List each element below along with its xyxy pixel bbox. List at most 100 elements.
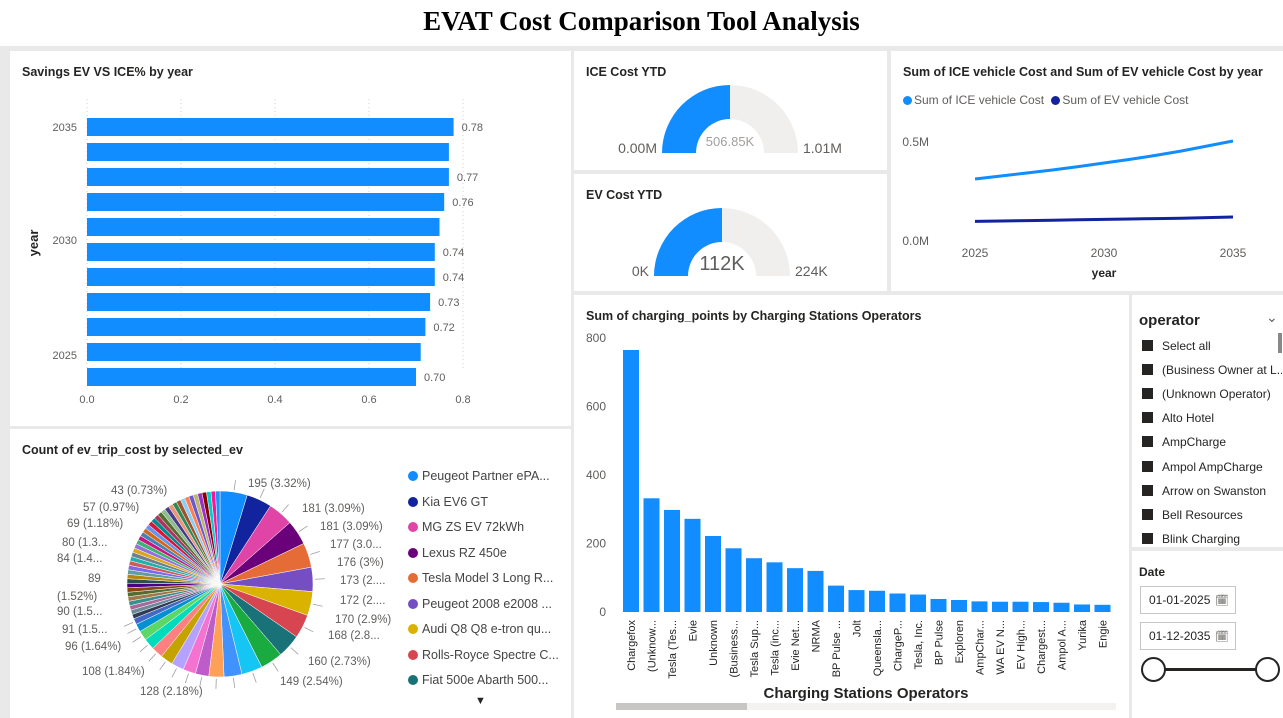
pie-legend-item[interactable]: Tesla Model 3 Long R...: [408, 571, 553, 585]
savings-bar-2028[interactable]: [87, 293, 431, 311]
checkbox-icon[interactable]: [1142, 532, 1153, 544]
savings-bar-2025[interactable]: [87, 368, 416, 386]
operators-bar[interactable]: [992, 601, 1008, 612]
line-series-ice[interactable]: [974, 139, 1234, 181]
pie-legend-item[interactable]: Audi Q8 Q8 e-tron qu...: [408, 622, 551, 636]
operator-slicer-item[interactable]: (Unknown Operator): [1142, 387, 1282, 401]
operator-slicer-item[interactable]: (Business Owner at L...: [1142, 363, 1282, 377]
operators-bar[interactable]: [828, 585, 844, 612]
savings-bar-2030[interactable]: [87, 243, 435, 261]
operator-slicer-item[interactable]: Blink Charging: [1142, 532, 1282, 546]
checkbox-icon[interactable]: [1142, 436, 1153, 448]
pie-data-label: 80 (1.3...: [62, 537, 107, 549]
operators-chart-card[interactable]: Sum of charging_points by Charging Stati…: [574, 295, 1129, 718]
operators-bar[interactable]: [664, 509, 680, 612]
line-chart-card[interactable]: Sum of ICE vehicle Cost and Sum of EV ve…: [891, 51, 1283, 291]
pie-legend-item[interactable]: MG ZS EV 72kWh: [408, 520, 524, 534]
scrollbar-thumb[interactable]: [616, 703, 747, 710]
pie-data-label: 69 (1.18%): [67, 518, 123, 530]
date-range-end-handle[interactable]: [1255, 657, 1280, 682]
savings-bar-2026[interactable]: [87, 343, 421, 361]
date-slicer-card[interactable]: Date 01-01-2025 🗓 01-12-2035 🗓: [1132, 551, 1283, 718]
operator-slicer-item[interactable]: AmpCharge: [1142, 435, 1282, 449]
operators-bar[interactable]: [848, 590, 865, 612]
savings-bar-2035[interactable]: [87, 118, 454, 136]
operators-bar[interactable]: [910, 594, 926, 612]
operators-bar[interactable]: [787, 568, 803, 612]
operators-bar[interactable]: [623, 349, 639, 612]
line-chart-legend: Sum of ICE vehicle Cost Sum of EV vehicl…: [903, 93, 1188, 107]
operators-bar[interactable]: [1053, 602, 1070, 612]
operators-bar[interactable]: [1033, 602, 1049, 612]
savings-bar-2032[interactable]: [87, 193, 445, 211]
operators-bar[interactable]: [766, 562, 783, 612]
savings-bar-2027[interactable]: [87, 318, 426, 336]
operators-bar[interactable]: [725, 548, 742, 612]
slicer-scrollbar[interactable]: [1278, 333, 1282, 353]
savings-bar-2031[interactable]: [87, 218, 440, 236]
checkbox-icon[interactable]: [1142, 508, 1153, 520]
savings-chart-card[interactable]: Savings EV VS ICE% by year year 2035 203…: [10, 51, 571, 426]
operators-bar[interactable]: [889, 593, 906, 612]
pie-data-label: 91 (1.5...: [62, 624, 107, 636]
ice-gauge-card[interactable]: ICE Cost YTD 506.85K 0.00M 1.01M: [574, 51, 887, 170]
pie-legend-item[interactable]: Lexus RZ 450e: [408, 546, 507, 560]
operators-bar[interactable]: [930, 598, 947, 612]
checkbox-icon[interactable]: [1142, 460, 1153, 472]
checkbox-icon[interactable]: [1142, 412, 1153, 424]
operators-bar[interactable]: [1094, 604, 1111, 612]
pie-legend-item[interactable]: Peugeot Partner ePA...: [408, 469, 550, 483]
operators-bar[interactable]: [1012, 601, 1029, 612]
legend-ice-cost[interactable]: Sum of ICE vehicle Cost: [903, 93, 1044, 107]
end-date-input[interactable]: 01-12-2035 🗓: [1140, 622, 1236, 650]
checkbox-icon[interactable]: [1142, 364, 1153, 376]
date-range-start-handle[interactable]: [1141, 657, 1166, 682]
savings-data-label: 0.72: [433, 322, 454, 334]
pie-chart-card[interactable]: Count of ev_trip_cost by selected_ev 195…: [10, 429, 571, 718]
savings-data-label: 0.77: [457, 172, 478, 184]
operators-bar[interactable]: [643, 498, 660, 612]
line-series-ev[interactable]: [974, 215, 1234, 223]
chevron-down-icon[interactable]: ⌄: [1266, 309, 1278, 325]
operator-slicer-label: (Business Owner at L...: [1162, 363, 1282, 378]
pie-legend-item[interactable]: Peugeot 2008 e2008 ...: [408, 597, 552, 611]
savings-data-label: 0.70: [424, 372, 445, 384]
operator-slicer-item[interactable]: Select all: [1142, 339, 1282, 353]
start-date-input[interactable]: 01-01-2025 🗓: [1140, 586, 1236, 614]
savings-y-tick-2035: 2035: [53, 122, 77, 134]
operator-slicer-item[interactable]: Bell Resources: [1142, 508, 1282, 522]
pie-legend-item[interactable]: Kia EV6 GT: [408, 495, 488, 509]
operator-slicer-item[interactable]: Arrow on Swanston: [1142, 484, 1282, 498]
legend-ev-cost[interactable]: Sum of EV vehicle Cost: [1051, 93, 1188, 107]
savings-bar-2029[interactable]: [87, 268, 435, 286]
pie-leader-line: [199, 677, 203, 688]
operators-bar[interactable]: [951, 600, 967, 612]
operators-bar[interactable]: [746, 558, 762, 612]
checkbox-icon[interactable]: [1142, 484, 1153, 496]
checkbox-icon[interactable]: [1142, 388, 1153, 400]
operators-bar[interactable]: [971, 601, 988, 612]
savings-bar-2033[interactable]: [87, 168, 449, 186]
operators-bar[interactable]: [705, 535, 721, 612]
caret-down-icon[interactable]: ▼: [475, 695, 486, 707]
pie-data-label: 84 (1.4...: [57, 553, 102, 565]
operators-bar[interactable]: [1074, 604, 1090, 612]
legend-dot-icon: [408, 624, 418, 634]
operators-bar[interactable]: [869, 590, 885, 612]
operator-slicer-card[interactable]: operator ⌄ Select all (Business Owner at …: [1132, 295, 1283, 547]
operators-bar[interactable]: [807, 570, 824, 612]
ev-gauge-card[interactable]: EV Cost YTD 112K 0K 224K: [574, 174, 887, 291]
pie-slice[interactable]: [215, 490, 221, 585]
date-slicer-title: Date: [1139, 565, 1166, 579]
checkbox-icon[interactable]: [1142, 340, 1153, 351]
operator-slicer-item[interactable]: Alto Hotel: [1142, 411, 1282, 425]
pie-legend-item[interactable]: Rolls-Royce Spectre C...: [408, 648, 559, 662]
calendar-icon[interactable]: 🗓: [1215, 595, 1229, 607]
operator-slicer-item[interactable]: Ampol AmpCharge: [1142, 460, 1282, 474]
horizontal-scrollbar[interactable]: [616, 703, 1116, 710]
operators-y-tick: 800: [586, 331, 606, 345]
calendar-icon[interactable]: 🗓: [1215, 631, 1229, 643]
pie-legend-item[interactable]: Fiat 500e Abarth 500...: [408, 673, 548, 687]
operators-bar[interactable]: [684, 518, 701, 612]
savings-bar-2034[interactable]: [87, 143, 449, 161]
